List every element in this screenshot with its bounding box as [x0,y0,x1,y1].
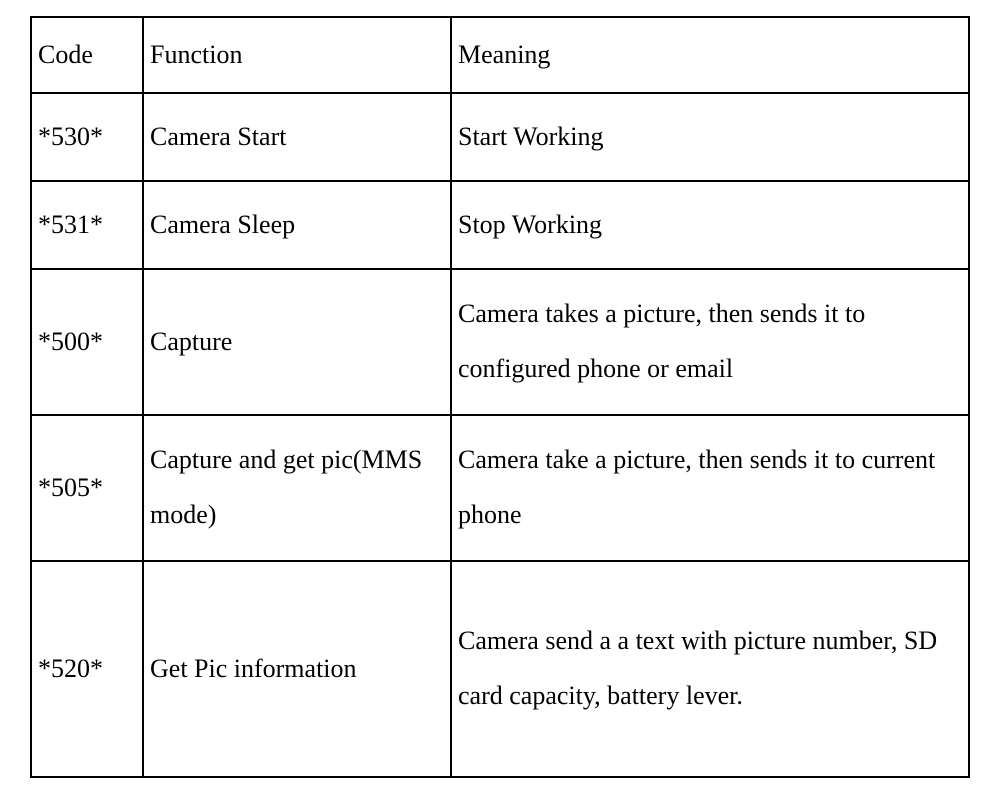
cell-code: *530* [31,93,143,181]
cell-function: Capture and get pic(MMS mode) [143,415,451,561]
cell-meaning: Camera takes a picture, then sends it to… [451,269,969,415]
cell-meaning: Camera send a a text with picture number… [451,561,969,777]
cell-meaning: Stop Working [451,181,969,269]
table-row: *500* Capture Camera takes a picture, th… [31,269,969,415]
cell-meaning: Camera take a picture, then sends it to … [451,415,969,561]
cell-code: *520* [31,561,143,777]
cell-code: *505* [31,415,143,561]
cell-function: Capture [143,269,451,415]
cell-code: *531* [31,181,143,269]
table-row: *505* Capture and get pic(MMS mode) Came… [31,415,969,561]
cell-code: *500* [31,269,143,415]
header-code: Code [31,17,143,93]
table-header-row: Code Function Meaning [31,17,969,93]
header-meaning: Meaning [451,17,969,93]
table-row: *531* Camera Sleep Stop Working [31,181,969,269]
cell-function: Camera Sleep [143,181,451,269]
cell-meaning: Start Working [451,93,969,181]
table-row: *530* Camera Start Start Working [31,93,969,181]
header-function: Function [143,17,451,93]
cell-function: Get Pic information [143,561,451,777]
table-row: *520* Get Pic information Camera send a … [31,561,969,777]
codes-table: Code Function Meaning *530* Camera Start… [30,16,970,778]
cell-function: Camera Start [143,93,451,181]
